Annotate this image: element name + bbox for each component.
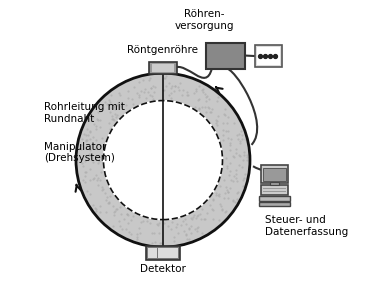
Bar (259, 197, 289, 201)
Text: Detektor: Detektor (140, 264, 186, 274)
Bar (263, 168, 286, 181)
Bar (148, 248, 158, 258)
Bar (152, 64, 174, 72)
Text: Röntgenröhre: Röntgenröhre (127, 45, 199, 55)
Bar (263, 191, 286, 192)
Text: Steuer- und
Datenerfassung: Steuer- und Datenerfassung (265, 215, 348, 237)
Circle shape (76, 73, 250, 247)
Bar (168, 248, 178, 258)
Text: Röhren-
versorgung: Röhren- versorgung (175, 9, 234, 30)
Bar (261, 185, 288, 195)
Bar (255, 45, 282, 67)
Bar (270, 182, 279, 185)
Text: Manipulator
(Drehsystem): Manipulator (Drehsystem) (44, 142, 115, 163)
Bar (149, 62, 177, 74)
Bar (146, 246, 180, 260)
Bar (257, 47, 279, 65)
Bar (206, 43, 245, 69)
Text: Rohrleitung mit
Rundnaht: Rohrleitung mit Rundnaht (44, 102, 125, 124)
Bar (261, 165, 288, 183)
Bar (259, 202, 289, 206)
Bar (158, 248, 168, 258)
Circle shape (103, 101, 223, 220)
Bar (263, 188, 286, 189)
